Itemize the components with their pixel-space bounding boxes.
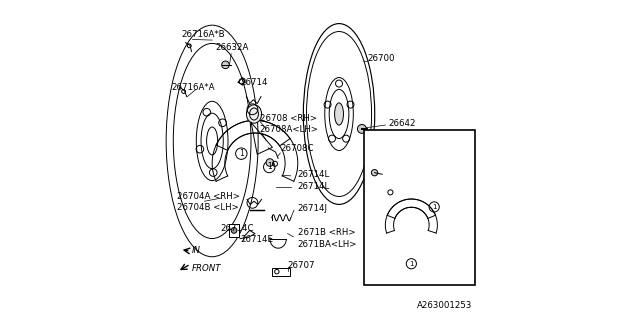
Text: 26714: 26714	[240, 78, 268, 87]
Text: 26632A: 26632A	[215, 43, 249, 52]
Ellipse shape	[207, 127, 218, 155]
Bar	[364, 130, 475, 285]
Bar	[272, 268, 289, 276]
Text: 26700: 26700	[367, 54, 395, 63]
Text: 26704A <RH>: 26704A <RH>	[177, 192, 240, 201]
Text: 26708C: 26708C	[433, 240, 466, 249]
Text: 26716A*A: 26716A*A	[171, 83, 214, 92]
Text: 26714L: 26714L	[298, 170, 330, 179]
Text: 26714E: 26714E	[240, 236, 273, 244]
Text: 26708A<LH>: 26708A<LH>	[260, 125, 319, 134]
Text: 26714: 26714	[390, 190, 417, 199]
Text: 26707: 26707	[287, 261, 315, 270]
Text: 2671BA<LH>: 2671BA<LH>	[298, 240, 357, 249]
Ellipse shape	[335, 103, 344, 125]
Text: 26642: 26642	[388, 119, 416, 128]
Text: 26708C: 26708C	[280, 144, 314, 153]
Text: IN: IN	[192, 246, 201, 255]
Circle shape	[221, 61, 229, 69]
Text: 26714J: 26714J	[298, 204, 328, 213]
Circle shape	[357, 124, 366, 133]
Text: 26714C: 26714C	[220, 224, 253, 233]
Circle shape	[231, 228, 237, 233]
Text: FRONT: FRONT	[192, 264, 221, 273]
Text: 2671B <RH>: 2671B <RH>	[298, 228, 355, 237]
Text: 26704B <LH>: 26704B <LH>	[177, 203, 239, 212]
Text: 26708 <RH>: 26708 <RH>	[260, 114, 317, 123]
Text: 1: 1	[409, 261, 413, 267]
Text: 26714L: 26714L	[298, 181, 330, 190]
Text: 1: 1	[239, 149, 244, 158]
Text: A263001253: A263001253	[417, 301, 472, 310]
Circle shape	[266, 159, 274, 166]
Text: 26694: 26694	[401, 144, 428, 153]
Text: 26632A: 26632A	[373, 170, 406, 179]
Bar	[228, 224, 239, 237]
Ellipse shape	[246, 105, 262, 123]
Text: 26716A*B: 26716A*B	[181, 30, 225, 39]
Circle shape	[371, 170, 378, 176]
Text: 1: 1	[267, 163, 271, 172]
Text: 1: 1	[432, 204, 436, 210]
